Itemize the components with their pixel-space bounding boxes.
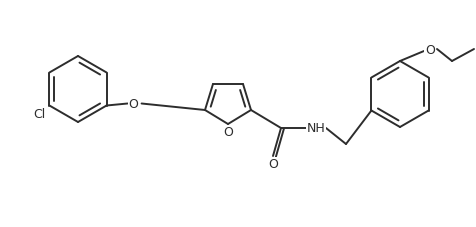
Text: NH: NH (306, 122, 325, 135)
Text: O: O (129, 98, 138, 111)
Text: Cl: Cl (33, 108, 45, 121)
Text: O: O (424, 43, 434, 56)
Text: O: O (268, 158, 278, 171)
Text: O: O (223, 126, 232, 139)
